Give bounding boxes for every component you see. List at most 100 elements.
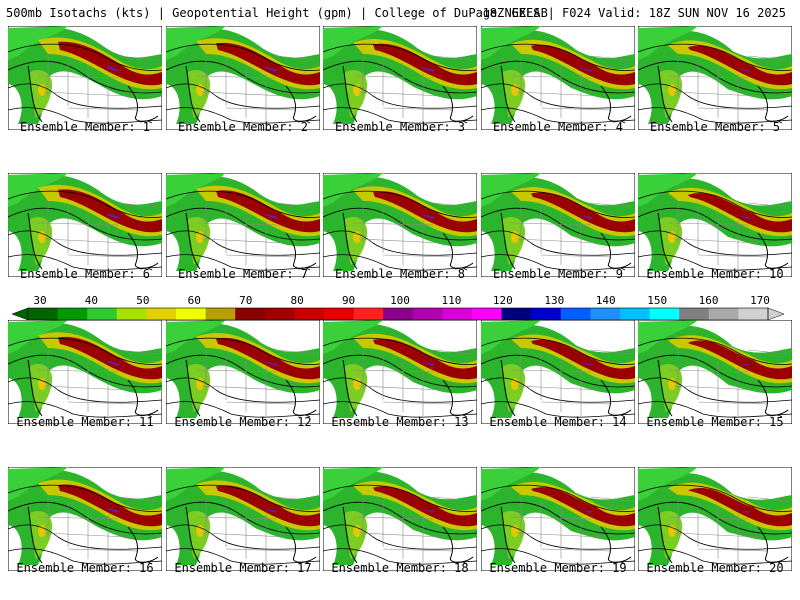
colorbar-tick-label: 170 — [750, 294, 770, 307]
jet-max-110kt — [264, 361, 278, 366]
member-label: Ensemble Member: 16 — [16, 561, 154, 575]
coastline — [27, 506, 159, 564]
state-border — [117, 202, 159, 208]
colorbar-right-arrow — [767, 307, 785, 321]
wind-band-50kt — [481, 26, 541, 60]
jet-max-110kt — [106, 66, 120, 72]
wind-band-40kt — [638, 178, 792, 271]
state-border — [747, 349, 789, 355]
member-label: Ensemble Member: 3 — [334, 120, 466, 134]
state-border — [432, 349, 474, 355]
height-contour — [8, 230, 162, 256]
coastline — [500, 65, 632, 123]
member-label: Ensemble Member: 11 — [16, 415, 154, 429]
islands — [612, 414, 626, 418]
colorbar-tick-label: 70 — [239, 294, 253, 307]
ensemble-map — [638, 173, 792, 277]
wind-band-50kt — [166, 173, 226, 207]
height-contour — [638, 484, 792, 512]
jet-core-80kt — [216, 485, 320, 527]
colorbar-swatch — [116, 308, 147, 320]
height-contour — [323, 354, 477, 388]
state-border — [275, 55, 317, 61]
height-contour — [638, 524, 792, 550]
jet-core-80kt — [531, 339, 635, 380]
colorbar-swatch — [353, 308, 384, 320]
ensemble-map — [166, 26, 320, 130]
member-label: Ensemble Member: 6 — [19, 267, 151, 281]
title-right: 18Z GEFS | F024 Valid: 18Z SUN NOV 16 20… — [482, 6, 786, 20]
colorbar-tick-label: 80 — [290, 294, 304, 307]
colorbar-svg — [11, 307, 785, 321]
ensemble-panel-4 — [481, 26, 635, 130]
islands — [139, 267, 153, 271]
state-border — [540, 107, 612, 111]
height-contour — [481, 484, 635, 512]
wind-band-50kt — [8, 173, 68, 207]
height-contour — [166, 548, 320, 565]
jet-max-110kt — [106, 213, 120, 219]
ensemble-map — [481, 467, 635, 571]
colorbar-tick-label: 140 — [595, 294, 616, 307]
height-contour — [8, 254, 162, 271]
jet-core-80kt — [373, 486, 477, 527]
islands — [454, 561, 468, 565]
height-contour — [323, 43, 477, 71]
coastline — [657, 212, 789, 270]
colorbar-swatch — [235, 308, 266, 320]
wind-band-40kt — [166, 323, 320, 418]
ensemble-panel-1 — [8, 26, 162, 130]
height-contour — [166, 43, 320, 71]
ensemble-panel-19 — [481, 467, 635, 571]
height-contour — [8, 337, 162, 365]
coastline — [342, 212, 474, 270]
height-contour — [638, 501, 792, 535]
jet-core-80kt — [216, 190, 320, 233]
jet-max-110kt — [579, 509, 593, 513]
state-border — [43, 238, 129, 244]
height-contour — [166, 484, 320, 512]
ensemble-panel-16 — [8, 467, 162, 571]
colorbar-swatch — [294, 308, 325, 320]
height-contour — [638, 401, 792, 418]
colorbar-swatch — [442, 308, 473, 320]
member-label: Ensemble Member: 5 — [649, 120, 781, 134]
ensemble-panel-17 — [166, 467, 320, 571]
state-border — [43, 91, 129, 97]
height-contour — [481, 60, 635, 94]
height-contour — [166, 377, 320, 403]
jet-max-110kt — [579, 362, 593, 366]
state-border — [540, 548, 612, 552]
wind-band-50kt — [323, 173, 383, 207]
colorbar-tick-label: 50 — [136, 294, 150, 307]
state-border — [201, 238, 287, 244]
member-label: Ensemble Member: 12 — [174, 415, 312, 429]
height-contour — [8, 484, 162, 512]
state-border — [67, 401, 139, 405]
wind-band-40kt — [8, 322, 162, 418]
height-contour — [638, 337, 792, 365]
islands — [612, 267, 626, 271]
colorbar-swatch — [412, 308, 443, 320]
jet-core-80kt — [688, 487, 792, 527]
height-contour — [481, 501, 635, 535]
coastline — [500, 506, 632, 564]
jet-core-80kt — [373, 191, 477, 233]
state-border — [673, 238, 759, 244]
member-label: Ensemble Member: 13 — [331, 415, 469, 429]
colorbar-swatch — [87, 308, 118, 320]
height-contour — [481, 190, 635, 218]
state-border — [432, 55, 474, 61]
jet-core-80kt — [216, 337, 320, 380]
wind-band-50kt — [323, 467, 383, 501]
state-border — [225, 548, 297, 552]
ensemble-panel-15 — [638, 320, 792, 424]
colorbar-left-arrow — [11, 307, 29, 321]
colorbar-tick-label: 150 — [647, 294, 668, 307]
wind-band-50kt — [166, 467, 226, 501]
height-contour — [8, 524, 162, 550]
state-border — [352, 75, 434, 79]
height-contour — [166, 190, 320, 218]
ensemble-panel-5 — [638, 26, 792, 130]
coastline — [657, 65, 789, 123]
